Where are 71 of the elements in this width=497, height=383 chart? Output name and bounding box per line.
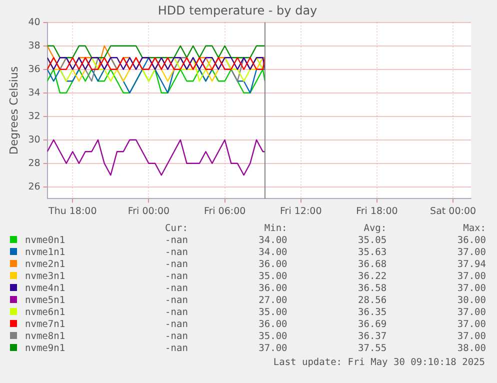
legend-label: nvme1n1 xyxy=(24,247,66,259)
text: -nan xyxy=(164,307,189,319)
text: 36.68 xyxy=(357,259,388,271)
text: 38.00 xyxy=(456,343,487,355)
legend-label: nvme0n1 xyxy=(24,235,66,247)
legend-label: nvme2n1 xyxy=(24,259,66,271)
legend-label: nvme7n1 xyxy=(24,319,66,331)
x-tick-label: Thu 18:00 xyxy=(48,206,97,217)
text: 36.35 xyxy=(357,307,388,319)
text: -nan xyxy=(164,259,189,271)
legend-label: nvme4n1 xyxy=(24,283,66,295)
text: 30.00 xyxy=(456,295,487,307)
y-tick-label: 38 xyxy=(28,40,40,52)
y-tick-label: 26 xyxy=(28,181,40,192)
text: 36.00 xyxy=(456,235,487,247)
text: 35.00 xyxy=(258,331,288,343)
y-tick-label: 28 xyxy=(28,158,40,169)
text: 37.00 xyxy=(456,283,487,295)
text: 27.00 xyxy=(258,295,288,307)
text: Min: xyxy=(263,223,288,235)
x-tick-label: Fri 06:00 xyxy=(204,206,246,217)
text: 36.37 xyxy=(357,331,388,343)
text: Avg: xyxy=(362,223,388,235)
text: -nan xyxy=(164,343,189,355)
text: 37.00 xyxy=(456,331,487,343)
text: 34.00 xyxy=(258,235,288,247)
text: -nan xyxy=(164,271,189,283)
text: 37.94 xyxy=(456,259,487,271)
legend-label: nvme9n1 xyxy=(24,343,66,355)
text: Max: xyxy=(462,223,487,235)
x-tick-label: Fri 12:00 xyxy=(280,206,322,217)
text: 36.69 xyxy=(357,319,388,331)
text: -nan xyxy=(164,295,189,307)
text: 28.56 xyxy=(357,295,388,307)
text: 36.00 xyxy=(258,319,288,331)
legend-label: nvme8n1 xyxy=(24,331,66,343)
text: -nan xyxy=(164,331,189,343)
text: 37.00 xyxy=(456,271,487,283)
text: 37.00 xyxy=(456,247,487,259)
text: 36.00 xyxy=(258,259,288,271)
chart-title: HDD temperature - by day xyxy=(158,3,318,18)
text: 37.55 xyxy=(357,343,388,355)
text: 35.00 xyxy=(258,271,288,283)
text: 36.22 xyxy=(357,271,388,283)
text: 35.00 xyxy=(258,307,288,319)
text: 36.00 xyxy=(258,283,288,295)
y-tick-label: 32 xyxy=(28,110,40,122)
text: -nan xyxy=(164,319,189,331)
legend-label: nvme5n1 xyxy=(24,295,66,307)
text: Cur: xyxy=(164,223,189,235)
text: -nan xyxy=(164,235,189,247)
y-tick-label: 36 xyxy=(28,64,40,75)
legend-label: nvme3n1 xyxy=(24,271,66,283)
text: Last update: Fri May 30 09:10:18 2025 xyxy=(273,357,485,368)
x-tick-label: Fri 00:00 xyxy=(128,206,170,217)
text: 34.00 xyxy=(258,247,288,259)
text: 35.05 xyxy=(357,235,388,247)
text: 37.00 xyxy=(456,319,487,331)
text: 37.00 xyxy=(456,307,487,319)
x-tick-label: Fri 18:00 xyxy=(356,206,398,217)
text: 36.58 xyxy=(357,283,388,295)
y-tick-label: 40 xyxy=(28,16,40,28)
text: 37.00 xyxy=(258,343,288,355)
text: -nan xyxy=(164,283,189,295)
x-tick-label: Sat 00:00 xyxy=(430,206,476,217)
y-tick-label: 30 xyxy=(28,134,40,146)
text: -nan xyxy=(164,247,189,259)
legend-label: nvme6n1 xyxy=(24,307,66,319)
y-axis-title: Degrees Celsius xyxy=(7,66,20,155)
text: 35.63 xyxy=(357,247,388,259)
y-tick-label: 34 xyxy=(28,87,40,98)
